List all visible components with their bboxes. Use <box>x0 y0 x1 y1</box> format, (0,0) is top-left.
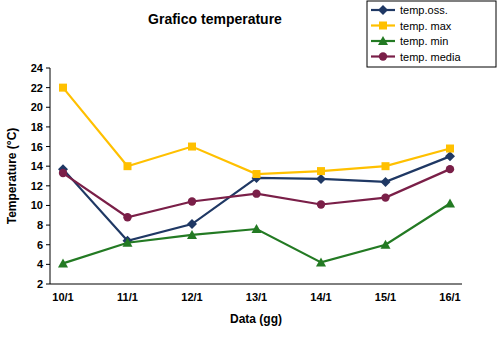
data-point <box>317 167 325 175</box>
data-point <box>446 165 454 173</box>
y-tick <box>46 146 50 147</box>
x-tick-label: 10/1 <box>52 291 73 303</box>
data-point <box>381 240 391 249</box>
data-point <box>188 143 196 151</box>
series <box>59 84 454 178</box>
y-tick-label: 2 <box>37 278 43 290</box>
legend-marker <box>378 36 388 45</box>
data-point <box>317 200 325 208</box>
chart: Grafico temperature246810121416182022241… <box>0 0 500 341</box>
data-point <box>253 170 261 178</box>
x-tick-label: 12/1 <box>181 291 202 303</box>
y-tick-label: 10 <box>31 199 43 211</box>
series-line <box>63 88 450 174</box>
series <box>58 151 455 245</box>
series-line <box>63 156 450 240</box>
y-tick <box>46 166 50 167</box>
title: Grafico temperature <box>148 11 282 27</box>
x-tick-label: 16/1 <box>439 291 460 303</box>
x-axis <box>50 284 462 285</box>
legend-box <box>367 1 496 67</box>
data-point <box>187 230 197 239</box>
chart-svg: Grafico temperature246810121416182022241… <box>0 0 500 341</box>
y-tick <box>46 205 50 206</box>
x-tick-label: 14/1 <box>310 291 331 303</box>
y-axis-label: Temperature (°C) <box>5 128 19 225</box>
legend-label: temp.oss. <box>400 4 448 16</box>
y-tick <box>46 284 50 285</box>
data-point <box>58 258 68 267</box>
y-axis <box>50 68 51 284</box>
legend-marker <box>379 22 387 30</box>
data-point <box>445 198 455 207</box>
data-point <box>252 189 260 197</box>
y-tick <box>46 126 50 127</box>
y-tick-label: 4 <box>37 258 44 270</box>
y-tick <box>46 87 50 88</box>
data-point <box>381 177 391 187</box>
series <box>59 165 454 222</box>
legend-marker <box>378 5 388 15</box>
y-tick <box>46 185 50 186</box>
x-tick-label: 15/1 <box>375 291 396 303</box>
y-tick-label: 6 <box>37 239 43 251</box>
y-tick-label: 12 <box>31 180 43 192</box>
y-tick-label: 18 <box>31 121 43 133</box>
data-point <box>123 213 131 221</box>
y-tick <box>46 225 50 226</box>
y-tick-label: 20 <box>31 101 43 113</box>
data-point <box>59 84 67 92</box>
y-tick-label: 16 <box>31 141 43 153</box>
series-line <box>63 169 450 217</box>
data-point <box>316 257 326 266</box>
series <box>58 198 455 267</box>
legend-label: temp. min <box>400 35 448 47</box>
data-point <box>252 224 262 233</box>
data-point <box>59 169 67 177</box>
legend-label: temp. max <box>400 20 452 32</box>
y-tick-label: 8 <box>37 219 43 231</box>
data-point <box>124 162 132 170</box>
data-point <box>187 219 197 229</box>
data-point <box>382 162 390 170</box>
y-tick-label: 22 <box>31 82 43 94</box>
data-point <box>123 236 133 246</box>
data-point <box>123 238 133 247</box>
legend-marker <box>379 52 387 60</box>
y-tick-label: 24 <box>31 62 44 74</box>
x-tick-label: 13/1 <box>246 291 267 303</box>
data-point <box>188 197 196 205</box>
data-point <box>445 151 455 161</box>
legend-label: temp. media <box>400 51 461 63</box>
data-point <box>446 145 454 153</box>
y-tick <box>46 68 50 69</box>
y-tick <box>46 244 50 245</box>
y-tick-label: 14 <box>31 160 44 172</box>
legend: temp.oss. temp. max temp. min temp. media <box>367 1 496 67</box>
x-axis-label: Data (gg) <box>230 312 282 326</box>
x-tick-label: 11/1 <box>117 291 138 303</box>
plot-area <box>58 84 455 268</box>
data-point <box>381 193 389 201</box>
y-tick <box>46 264 50 265</box>
y-tick <box>46 107 50 108</box>
data-point <box>316 174 326 184</box>
